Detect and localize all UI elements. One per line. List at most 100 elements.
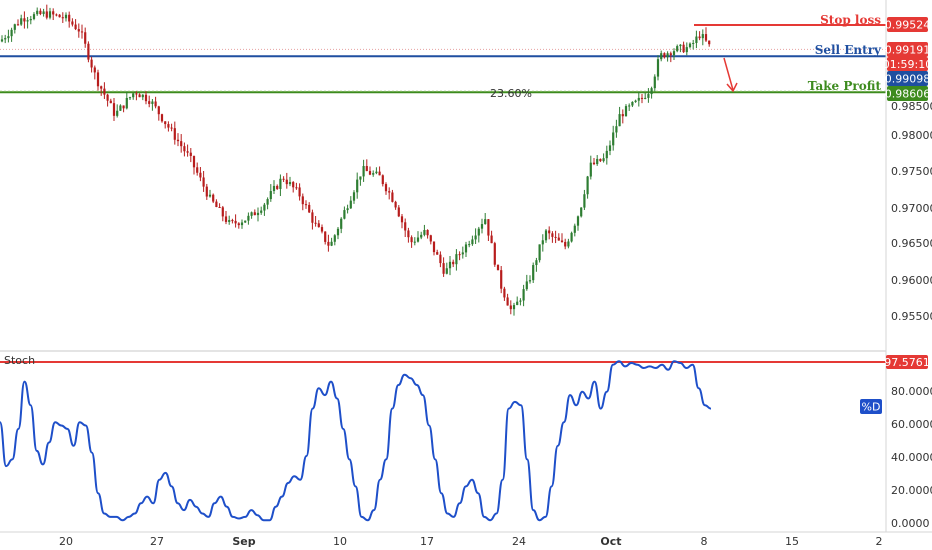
candle-body (253, 212, 256, 216)
candle-body (272, 185, 276, 192)
candle-body (567, 241, 570, 247)
candle-body (141, 94, 144, 98)
candle-body (61, 17, 64, 19)
candle-body (423, 230, 426, 235)
candle-body (637, 97, 640, 101)
stop-loss-badge (887, 17, 928, 32)
candle-body (605, 150, 608, 159)
candle-body (100, 86, 103, 89)
last-price-badge (887, 71, 928, 86)
candle-body (292, 182, 295, 188)
candle-body (13, 24, 16, 30)
candle-body (164, 121, 167, 125)
stoch-d-line (0, 360, 712, 522)
candle-body (340, 218, 343, 229)
osc-tick: 20.0000 (891, 484, 932, 497)
candle-body (84, 32, 87, 44)
candle-body (589, 162, 592, 177)
candle-body (48, 11, 52, 18)
time-tick: 20 (59, 535, 73, 548)
sell-entry-badge-value: 0.99191 (885, 44, 931, 57)
candle-body (573, 225, 576, 233)
candle-body (52, 11, 55, 15)
candle-body (557, 237, 560, 241)
price-axis-ticks: 0.98500 0.98000 0.97500 0.97000 0.96500 … (891, 100, 932, 323)
candle-body (71, 21, 74, 25)
candle-body (244, 220, 247, 223)
candle-body (80, 31, 84, 33)
candle-body (151, 101, 154, 104)
time-tick: 17 (420, 535, 434, 548)
candle-body (173, 128, 176, 140)
candle-body (96, 72, 100, 87)
candle-body (349, 200, 352, 209)
candle-body (455, 254, 458, 265)
candle-body (336, 228, 340, 236)
candle-body (10, 29, 13, 37)
stoch-level-badge (886, 355, 928, 369)
candle-body (493, 243, 496, 265)
candle-body (106, 94, 109, 101)
candle-body (599, 158, 602, 162)
price-tick: 0.96000 (891, 274, 932, 287)
candle-body (490, 235, 493, 244)
candle-body (346, 208, 349, 211)
fib-level-label: 23.60% (490, 87, 532, 100)
sell-entry-badge (887, 42, 928, 57)
candle-body (554, 236, 557, 238)
candle-body (592, 162, 596, 165)
candle-body (682, 44, 685, 53)
candle-body (608, 145, 612, 151)
candle-body (679, 44, 682, 47)
candle-body (202, 177, 205, 187)
candle-body (68, 14, 71, 22)
candle-body (317, 223, 320, 228)
candle-body (397, 207, 400, 217)
candle-body (192, 156, 196, 168)
candle-body (663, 53, 666, 58)
candle-body (183, 146, 186, 152)
candle-body (464, 244, 468, 253)
candle-body (362, 166, 365, 177)
candle-body (39, 10, 42, 15)
candle-body (58, 14, 61, 18)
candle-body (688, 43, 692, 48)
candle-body (416, 237, 420, 242)
candle-body (112, 103, 116, 116)
candle-body (176, 139, 180, 142)
candle-body (461, 252, 464, 255)
arrow-down-icon (723, 57, 734, 91)
candle-body (576, 216, 580, 226)
candle-body (135, 93, 138, 95)
price-pane (0, 4, 886, 316)
arrow-head-icon (726, 82, 738, 93)
candle-body (343, 210, 346, 219)
time-tick: Oct (600, 535, 621, 548)
candle-body (580, 207, 583, 217)
osc-tick: 80.0000 (891, 385, 932, 398)
candle-body (426, 230, 429, 236)
candle-body (167, 124, 170, 128)
candle-body (541, 240, 544, 245)
candle-body (352, 192, 356, 201)
candle-body (410, 237, 413, 243)
candle-body (196, 167, 199, 173)
oscillator-axis-ticks: 80.0000 60.0000 40.0000 20.0000 0.0000 (891, 385, 932, 530)
candle-body (666, 53, 669, 58)
price-tick: 0.96500 (891, 237, 932, 250)
candle-body (516, 301, 519, 306)
candle-body (132, 93, 135, 98)
candle-body (148, 101, 151, 104)
price-tick: 0.97500 (891, 165, 932, 178)
candle-body (496, 264, 500, 271)
candle-body (436, 252, 439, 255)
candle-body (256, 212, 260, 216)
candle-body (432, 241, 436, 253)
candle-body (692, 42, 695, 44)
candle-body (304, 204, 308, 206)
candle-body (170, 127, 173, 129)
candle-body (375, 171, 378, 174)
take-profit-label: Take Profit (808, 79, 882, 93)
candle-body (45, 11, 48, 18)
